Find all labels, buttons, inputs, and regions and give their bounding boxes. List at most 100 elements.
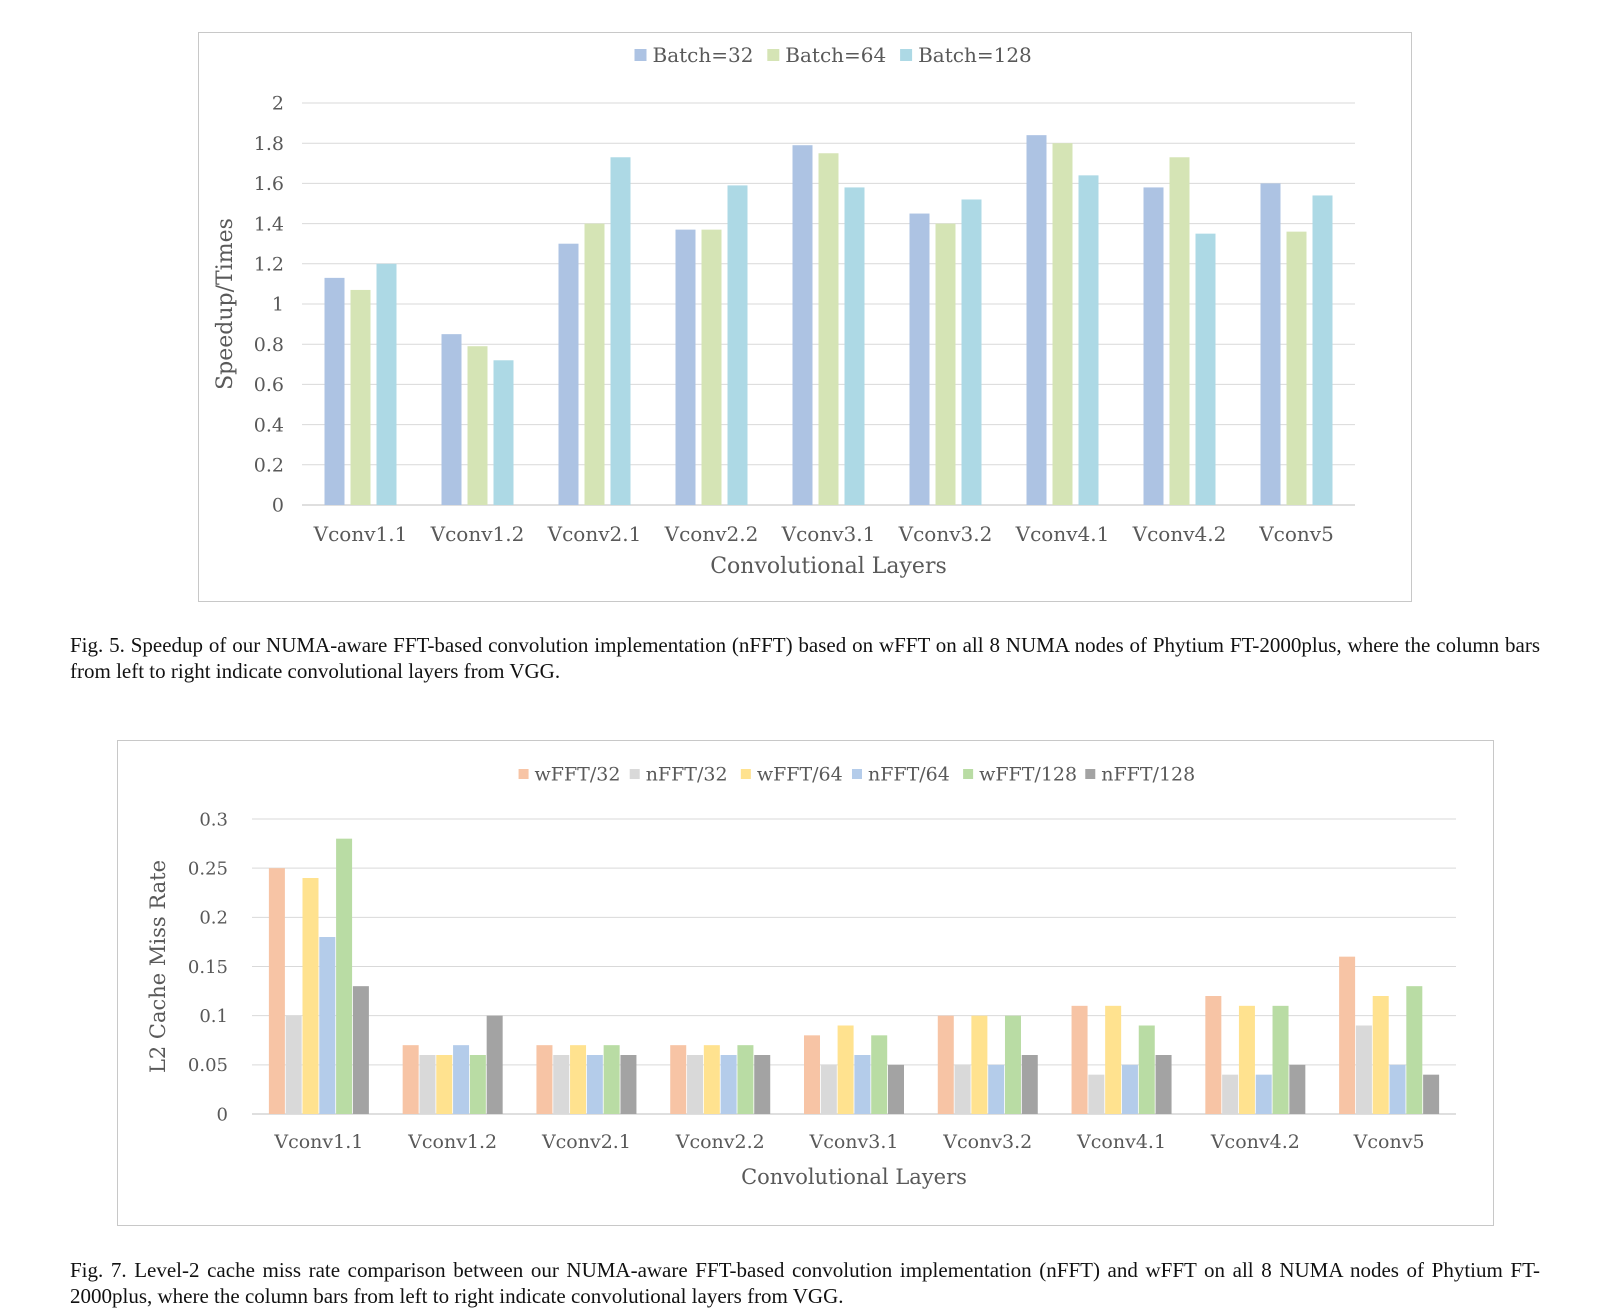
y-tick-label: 1.6 bbox=[254, 173, 284, 195]
bar-batch-32-vconv1-2 bbox=[441, 334, 462, 505]
legend-label: wFFT/64 bbox=[757, 764, 843, 786]
bar-wfft-64-vconv3-1 bbox=[837, 1025, 854, 1114]
bar-nfft-64-vconv1-1 bbox=[319, 937, 336, 1114]
bar-nfft-128-vconv1-1 bbox=[352, 986, 369, 1114]
x-tick-label: Vconv3.2 bbox=[942, 1131, 1032, 1153]
cache-miss-chart-frame: 0 0.05 0.1 0.15 0.2 0.25 0.3 Vconv1.1 Vconv1.2 Vc… bbox=[117, 740, 1494, 1226]
x-tick-label: Vconv3.2 bbox=[898, 522, 993, 546]
bar-nfft-128-vconv1-2 bbox=[486, 1015, 503, 1114]
bar-batch-32-vconv1-1 bbox=[324, 277, 345, 505]
bar-wfft-32-vconv3-2 bbox=[937, 1015, 954, 1114]
bar-nfft-64-vconv4-1 bbox=[1121, 1064, 1138, 1114]
bar-batch-128-vconv4-1 bbox=[1078, 175, 1099, 506]
legend-label: nFFT/32 bbox=[646, 764, 728, 786]
bar-nfft-128-vconv3-1 bbox=[888, 1064, 904, 1114]
bar-nfft-128-vconv4-1 bbox=[1155, 1055, 1172, 1114]
x-tick-label: Vconv4.1 bbox=[1015, 522, 1110, 546]
x-tick-label: Vconv2.2 bbox=[664, 522, 759, 546]
bar-batch-64-vconv3-1 bbox=[818, 153, 839, 505]
bar-batch-32-vconv2-1 bbox=[558, 243, 579, 505]
x-tick-label: Vconv4.1 bbox=[1076, 1131, 1166, 1153]
x-tick-label: Vconv4.2 bbox=[1132, 522, 1227, 546]
bar-nfft-32-vconv2-2 bbox=[687, 1055, 704, 1114]
speedup-chart-frame: 0 0.2 0.4 0.6 0.8 1 1.2 1.4 1.6 1.8 2 Vconv1.1 Vconv… bbox=[198, 32, 1412, 602]
y-tick-label: 1 bbox=[272, 294, 284, 316]
bar-nfft-32-vconv4-1 bbox=[1088, 1074, 1105, 1114]
legend-entry: Batch=64 bbox=[767, 43, 886, 67]
legend-entry: nFFT/64 bbox=[851, 764, 950, 786]
bar-wfft-128-vconv1-2 bbox=[469, 1055, 486, 1114]
bar-wfft-64-vconv4-1 bbox=[1105, 1005, 1122, 1114]
bar-batch-128-vconv2-1 bbox=[610, 157, 631, 505]
bar-batch-128-vconv2-2 bbox=[727, 185, 748, 505]
bar-batch-64-vconv4-1 bbox=[1052, 143, 1073, 505]
bar-batch-64-vconv5 bbox=[1286, 231, 1307, 505]
y-tick-label: 0.6 bbox=[254, 374, 284, 396]
bar-wfft-64-vconv1-1 bbox=[302, 878, 319, 1114]
y-tick-label: 1.2 bbox=[254, 253, 284, 275]
x-tick-label: Vconv3.1 bbox=[781, 522, 876, 546]
bar-wfft-32-vconv1-2 bbox=[402, 1045, 419, 1114]
bar-batch-64-vconv4-2 bbox=[1169, 157, 1190, 505]
y-tick-label: 0.05 bbox=[188, 1055, 228, 1076]
legend-swatch bbox=[629, 769, 640, 779]
bar-nfft-128-vconv5 bbox=[1423, 1074, 1440, 1114]
bar-wfft-128-vconv4-1 bbox=[1138, 1025, 1155, 1114]
legend-entry: Batch=128 bbox=[900, 43, 1032, 67]
bar-batch-32-vconv2-2 bbox=[675, 229, 696, 505]
bar-batch-64-vconv3-2 bbox=[935, 223, 956, 505]
y-tick-label: 0.1 bbox=[199, 1006, 228, 1027]
x-tick-label: Vconv4.2 bbox=[1210, 1131, 1300, 1153]
bar-wfft-128-vconv4-2 bbox=[1272, 1005, 1289, 1114]
bar-batch-128-vconv1-1 bbox=[376, 263, 397, 505]
y-tick-label: 1.8 bbox=[254, 133, 284, 155]
x-axis-title: Convolutional Layers bbox=[741, 1165, 967, 1189]
legend-label: Batch=32 bbox=[653, 43, 754, 67]
bar-nfft-128-vconv2-2 bbox=[754, 1055, 771, 1114]
x-tick-label: Vconv1.1 bbox=[313, 522, 408, 546]
bar-wfft-32-vconv4-1 bbox=[1071, 1005, 1088, 1114]
bar-wfft-32-vconv4-2 bbox=[1205, 996, 1222, 1114]
bar-nfft-64-vconv3-2 bbox=[988, 1064, 1005, 1114]
bar-nfft-32-vconv4-2 bbox=[1222, 1074, 1239, 1114]
legend-label: wFFT/128 bbox=[979, 764, 1077, 786]
legend-entry: nFFT/32 bbox=[629, 764, 728, 786]
y-tick-label: 0.2 bbox=[199, 908, 228, 929]
bar-nfft-64-vconv2-2 bbox=[720, 1055, 737, 1114]
bar-batch-32-vconv5 bbox=[1260, 183, 1281, 505]
x-axis-title: Convolutional Layers bbox=[710, 554, 947, 579]
bar-wfft-64-vconv4-2 bbox=[1238, 1005, 1255, 1114]
bar-wfft-32-vconv5 bbox=[1339, 956, 1356, 1114]
cache-miss-bar-chart: 0 0.05 0.1 0.15 0.2 0.25 0.3 Vconv1.1 Vconv1.2 Vc… bbox=[146, 764, 1456, 1189]
bar-wfft-32-vconv3-1 bbox=[804, 1035, 820, 1114]
y-tick-label: 0.15 bbox=[188, 957, 228, 978]
bar-wfft-32-vconv1-1 bbox=[268, 868, 285, 1114]
bar-batch-64-vconv2-2 bbox=[701, 229, 722, 505]
bar-wfft-128-vconv3-2 bbox=[1004, 1015, 1021, 1114]
x-tick-label: Vconv5 bbox=[1353, 1131, 1425, 1153]
bar-batch-128-vconv3-1 bbox=[844, 187, 865, 506]
legend-label: nFFT/128 bbox=[1101, 764, 1195, 786]
legend-swatch bbox=[740, 769, 751, 779]
x-tick-label: Vconv1.1 bbox=[273, 1131, 363, 1153]
y-tick-label: 0.3 bbox=[199, 809, 228, 830]
bar-wfft-128-vconv2-2 bbox=[737, 1045, 754, 1114]
bar-nfft-32-vconv2-1 bbox=[553, 1055, 570, 1114]
y-tick-label: 0.2 bbox=[254, 454, 284, 476]
figure-7-caption: Fig. 7. Level-2 cache miss rate comparis… bbox=[70, 1258, 1540, 1308]
legend-swatch bbox=[900, 49, 913, 61]
y-tick-label: 0.25 bbox=[188, 858, 228, 879]
legend-swatch bbox=[634, 49, 647, 61]
y-axis-title: Speedup/Times bbox=[213, 218, 238, 390]
legend-label: nFFT/64 bbox=[868, 764, 950, 786]
legend-entry: wFFT/128 bbox=[963, 764, 1077, 786]
y-tick-label: 0 bbox=[217, 1104, 228, 1125]
legend-entry: wFFT/32 bbox=[518, 764, 620, 786]
bar-nfft-32-vconv1-2 bbox=[419, 1055, 436, 1114]
bar-wfft-64-vconv1-2 bbox=[436, 1055, 453, 1114]
y-tick-label: 0.4 bbox=[254, 414, 284, 436]
y-tick-label: 0 bbox=[272, 495, 284, 517]
y-tick-label: 2 bbox=[272, 93, 284, 115]
bar-nfft-128-vconv4-2 bbox=[1289, 1064, 1306, 1114]
bar-batch-64-vconv1-1 bbox=[350, 289, 371, 505]
